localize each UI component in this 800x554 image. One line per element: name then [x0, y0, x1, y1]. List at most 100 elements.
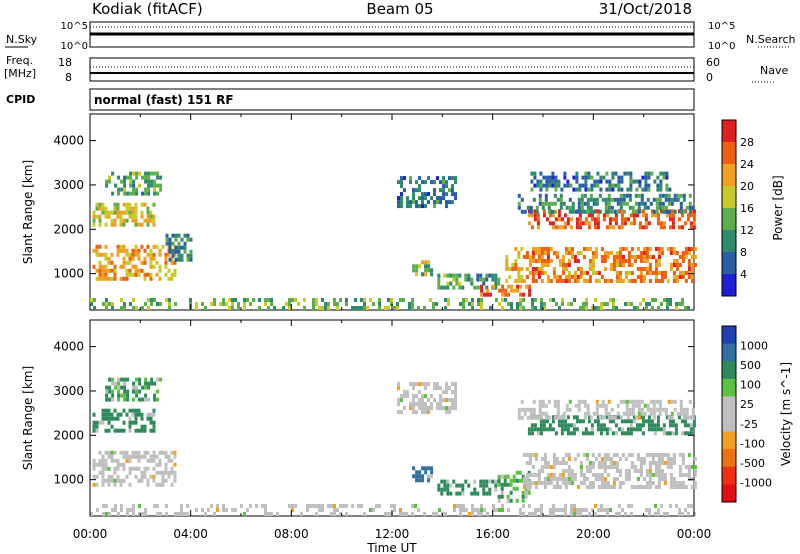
range-cell — [174, 249, 178, 254]
range-cell — [143, 474, 147, 479]
range-cell — [454, 192, 457, 197]
range-cell — [546, 263, 550, 267]
range-cell — [589, 197, 593, 202]
range-cell — [107, 268, 111, 273]
range-cell — [630, 512, 633, 516]
range-cell — [508, 275, 512, 279]
range-cell — [540, 255, 544, 259]
range-cell — [551, 415, 555, 420]
range-cell — [615, 251, 619, 255]
range-cell — [119, 222, 123, 227]
range-cell — [123, 389, 127, 394]
range-cell — [562, 201, 566, 206]
range-cell — [641, 431, 645, 436]
colorbar-segment — [722, 164, 736, 187]
range-cell — [517, 267, 521, 271]
range-cell — [654, 247, 658, 251]
range-cell — [650, 423, 654, 428]
range-cell — [243, 302, 246, 306]
range-cell — [657, 461, 661, 465]
range-cell — [134, 408, 138, 413]
range-cell — [128, 268, 132, 273]
range-cell — [104, 268, 108, 273]
range-cell — [541, 403, 545, 408]
range-cell — [573, 504, 576, 508]
range-cell — [171, 233, 175, 238]
range-cell — [243, 512, 246, 516]
range-cell — [686, 423, 690, 428]
range-cell — [662, 175, 666, 180]
colorbar-segment — [722, 326, 736, 345]
range-cell — [663, 473, 667, 477]
range-cell — [123, 397, 127, 402]
range-cell — [445, 200, 448, 205]
range-cell — [144, 393, 148, 398]
range-cell — [152, 214, 156, 219]
range-cell — [312, 306, 315, 310]
range-cell — [153, 179, 157, 184]
range-cell — [552, 477, 556, 481]
range-cell — [674, 431, 678, 436]
range-cell — [681, 457, 685, 461]
range-cell — [609, 461, 613, 465]
range-cell — [591, 267, 595, 271]
range-cell — [626, 431, 630, 436]
range-cell — [567, 302, 570, 306]
range-cell — [116, 206, 120, 211]
range-cell — [427, 474, 431, 479]
range-cell — [134, 474, 138, 479]
range-cell — [92, 474, 96, 479]
y-tick-label: 2000 — [53, 428, 84, 442]
range-cell — [639, 271, 643, 275]
range-cell — [618, 251, 622, 255]
range-cell — [669, 504, 672, 508]
range-cell — [411, 504, 414, 508]
range-cell — [671, 221, 675, 226]
range-cell — [582, 247, 586, 251]
range-cell — [101, 482, 105, 487]
range-cell — [554, 175, 558, 180]
range-cell — [501, 504, 504, 508]
range-cell — [303, 298, 306, 302]
range-cell — [448, 188, 451, 193]
range-cell — [552, 275, 556, 279]
range-cell — [566, 217, 570, 222]
range-cell — [149, 210, 153, 215]
y-axis-label: Slant Range [km] — [21, 160, 35, 264]
range-cell — [126, 512, 129, 516]
range-cell — [146, 218, 150, 223]
range-cell — [643, 411, 647, 416]
range-cell — [672, 259, 676, 263]
range-cell — [669, 457, 673, 461]
range-cell — [622, 399, 626, 404]
range-cell — [125, 412, 129, 417]
freq-unit: [MHz] — [4, 67, 36, 80]
range-cell — [612, 481, 616, 485]
range-cell — [679, 403, 683, 408]
range-cell — [418, 474, 422, 479]
range-cell — [174, 257, 178, 262]
range-cell — [152, 222, 156, 227]
range-cell — [143, 248, 147, 253]
range-cell — [412, 196, 415, 201]
range-cell — [620, 225, 624, 230]
range-cell — [506, 474, 510, 479]
range-cell — [149, 248, 153, 253]
range-cell — [537, 247, 541, 251]
range-cell — [363, 306, 366, 310]
colorbar-tick-label: 20 — [740, 180, 754, 193]
range-cell — [637, 201, 641, 206]
range-cell — [608, 183, 612, 188]
x-tick-label: 12:00 — [375, 527, 410, 541]
range-cell — [648, 512, 651, 516]
range-cell — [558, 461, 562, 465]
range-cell — [651, 306, 654, 310]
range-cell — [522, 453, 526, 457]
range-cell — [505, 279, 509, 283]
range-cell — [189, 249, 193, 254]
range-cell — [556, 403, 560, 408]
range-cell — [451, 382, 454, 387]
range-cell — [354, 298, 357, 302]
range-cell — [618, 263, 622, 267]
date-title: 31/Oct/2018 — [598, 0, 692, 18]
